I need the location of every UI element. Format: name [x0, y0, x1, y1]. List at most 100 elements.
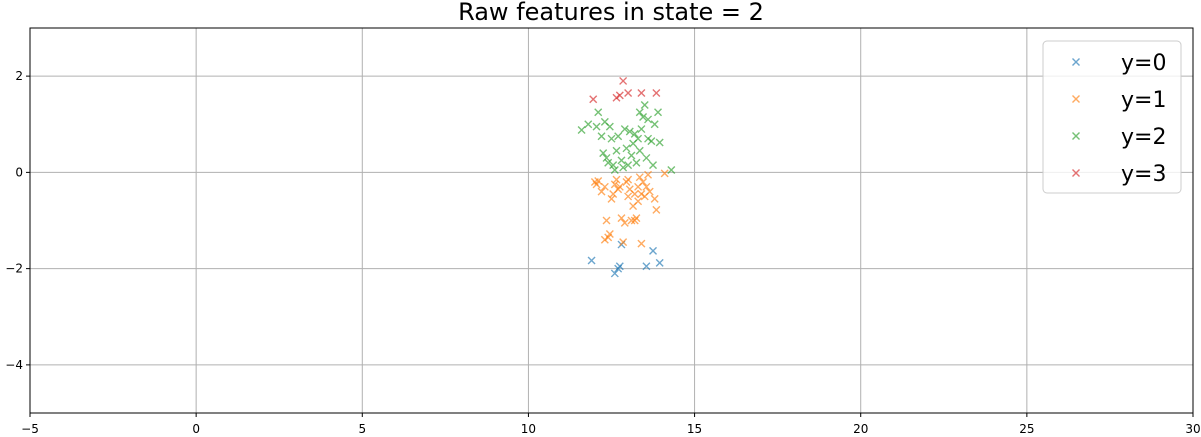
data-point-y2 [592, 122, 601, 131]
data-point-y2 [655, 138, 664, 147]
data-point-y0 [615, 262, 624, 271]
data-point-y3 [615, 91, 624, 100]
data-point-y2 [599, 149, 608, 158]
legend-marker [1072, 95, 1080, 103]
data-point-y2 [639, 113, 648, 122]
legend-box [1042, 40, 1182, 194]
data-point-y2 [635, 108, 644, 117]
data-point-y1 [597, 187, 606, 196]
chart-title: Raw features in state = 2 [458, 0, 764, 26]
data-point-y3 [637, 88, 646, 97]
data-point-y2 [622, 144, 631, 153]
data-point-y2 [642, 153, 651, 162]
plot-area-frame [29, 27, 1194, 414]
data-point-y1 [637, 239, 646, 248]
data-point-y1 [617, 214, 626, 223]
data-point-y2 [609, 161, 618, 170]
data-point-y2 [617, 156, 626, 165]
legend-marker [1072, 58, 1080, 66]
x-tick-label: 15 [687, 422, 702, 436]
x-tick-label: 30 [1185, 422, 1200, 436]
x-tick-label: −5 [21, 422, 39, 436]
y-tick-label: −4 [5, 358, 23, 372]
legend-label: y=2 [1121, 125, 1166, 150]
data-point-y1 [634, 197, 643, 206]
x-tick-label: 10 [521, 422, 536, 436]
legend-label: y=1 [1121, 88, 1166, 113]
data-point-y2 [604, 158, 613, 167]
y-tick-label: 2 [15, 69, 23, 83]
data-point-y1 [607, 194, 616, 203]
legend-marker [1072, 132, 1080, 140]
data-point-y1 [645, 187, 654, 196]
data-point-y2 [640, 101, 649, 109]
data-point-y1 [624, 192, 633, 201]
data-point-y1 [619, 238, 628, 247]
data-point-y2 [610, 165, 619, 174]
data-point-y2 [584, 120, 593, 129]
data-point-y3 [589, 95, 598, 104]
data-point-y2 [644, 134, 653, 143]
data-point-y3 [652, 88, 661, 97]
data-point-y1 [600, 182, 609, 191]
data-point-y0 [649, 246, 658, 255]
data-point-y1 [660, 169, 669, 178]
data-point-y0 [610, 269, 619, 278]
data-point-y2 [605, 122, 614, 131]
data-point-y2 [630, 129, 639, 138]
data-point-y1 [642, 182, 651, 191]
data-point-y1 [605, 229, 614, 238]
data-point-y2 [612, 146, 621, 155]
x-tick-label: 20 [853, 422, 868, 436]
legend-label: y=0 [1121, 51, 1166, 76]
data-point-y0 [642, 262, 651, 271]
data-point-y1 [635, 173, 644, 182]
data-point-y1 [644, 170, 653, 179]
data-point-y2 [654, 108, 663, 117]
data-point-y1 [612, 175, 621, 184]
data-point-y2 [597, 132, 606, 141]
y-tick-label: 0 [15, 165, 23, 179]
data-point-y2 [577, 126, 586, 135]
x-tick-label: 0 [192, 422, 200, 436]
data-point-y1 [610, 180, 619, 189]
y-tick-label: −2 [5, 262, 23, 276]
x-tick-label: 5 [358, 422, 366, 436]
legend-marker [1072, 169, 1080, 177]
data-point-y2 [649, 161, 658, 170]
data-point-y0 [587, 256, 596, 265]
data-point-y2 [644, 115, 653, 124]
data-point-y2 [650, 120, 659, 129]
data-point-y2 [614, 132, 623, 141]
data-point-y2 [627, 151, 636, 160]
data-point-y2 [632, 158, 641, 167]
data-points [577, 76, 676, 278]
data-point-y1 [632, 214, 641, 223]
data-point-y2 [619, 163, 628, 172]
data-point-y1 [652, 205, 661, 214]
data-point-y2 [624, 161, 633, 170]
data-point-y1 [630, 190, 639, 199]
data-point-y2 [635, 146, 644, 155]
data-point-y0 [655, 258, 664, 267]
legend: y=0 y=1 y=2 y=3 [1042, 40, 1182, 194]
data-point-y1 [615, 182, 624, 191]
data-point-y2 [634, 134, 643, 143]
data-point-y2 [602, 153, 611, 162]
data-point-y3 [619, 76, 628, 85]
data-point-y1 [627, 216, 636, 225]
data-point-y2 [625, 127, 634, 136]
data-point-y1 [620, 218, 629, 227]
data-point-y1 [639, 178, 648, 186]
grid [29, 28, 1194, 413]
axis-ticks: −5 0 5 10 15 20 25 30 −4 −2 0 2 [5, 69, 1200, 436]
data-point-y1 [594, 177, 603, 186]
data-point-y2 [594, 108, 603, 117]
data-point-y2 [620, 125, 629, 134]
data-point-y3 [624, 88, 633, 97]
data-point-y2 [607, 134, 616, 143]
data-point-y2 [637, 125, 646, 134]
data-point-y1 [602, 216, 611, 225]
legend-label: y=3 [1121, 162, 1166, 187]
